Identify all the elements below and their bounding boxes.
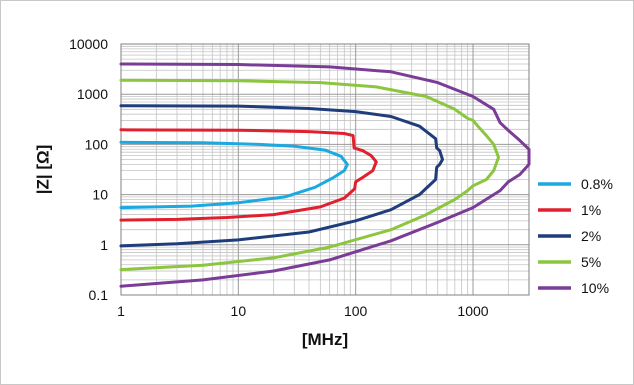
series-line [119, 78, 500, 272]
series-line [119, 140, 349, 210]
x-tick-label: 1000 [457, 303, 488, 319]
y-tick-label: 1 [100, 237, 108, 253]
legend: 0.8% 1% 2% 5% 10% [538, 176, 613, 296]
plot-area-border [120, 43, 530, 296]
legend-label: 1% [581, 202, 601, 218]
series-line [119, 62, 531, 288]
y-tick-label: 100 [85, 136, 109, 152]
x-tick-label: 1 [117, 303, 125, 319]
x-tick-label: 100 [344, 303, 368, 319]
x-tick-label: 10 [231, 303, 247, 319]
y-tick-label: 1000 [77, 86, 108, 102]
legend-label: 5% [581, 254, 601, 270]
y-axis-tick-labels: 10000 1000 100 10 1 0.1 [69, 36, 108, 303]
series-lines [119, 62, 531, 288]
x-axis-tick-labels: 1 10 100 1000 [117, 303, 489, 319]
y-tick-label: 10000 [69, 36, 108, 52]
y-tick-label: 10 [92, 187, 108, 203]
y-tick-label: 0.1 [89, 287, 109, 303]
x-axis-title: [MHz] [302, 330, 348, 349]
series-line [119, 128, 378, 222]
legend-label: 2% [581, 228, 601, 244]
y-axis-title: |Z| [Ω] [33, 145, 52, 195]
legend-label: 0.8% [581, 176, 613, 192]
series-line [119, 104, 444, 248]
legend-label: 10% [581, 280, 609, 296]
